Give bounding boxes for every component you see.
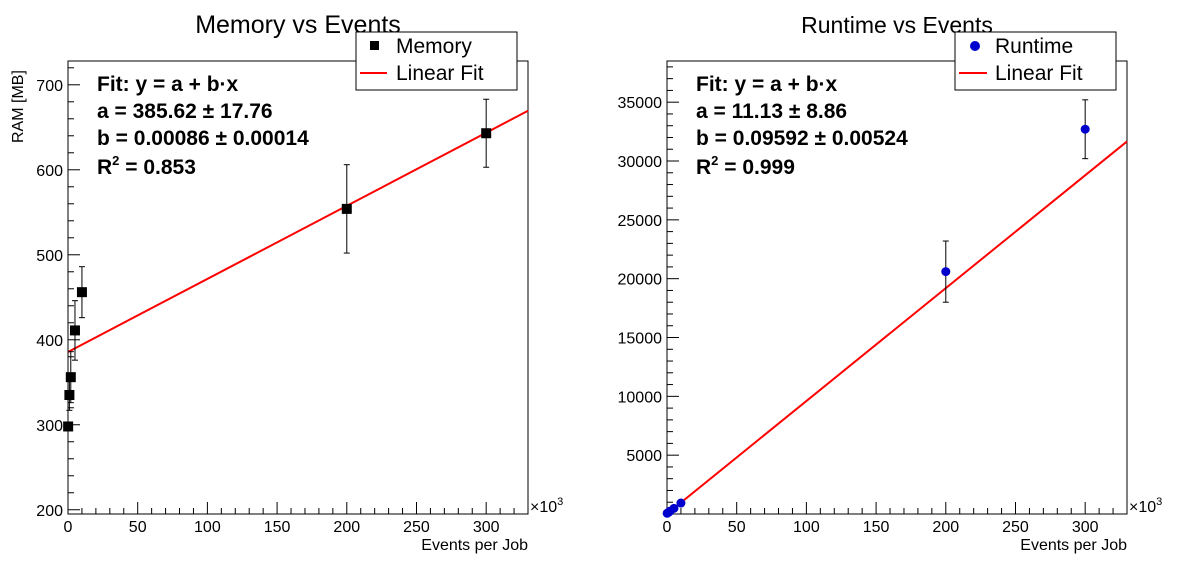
memory-fit-box: Fit: y = a + b·x a = 385.62 ± 17.76 b = … [97,73,309,179]
memory-data-point [65,372,76,383]
runtime-plot-area: 0 50 100 150 200 250 300 5000 10000 15000 20000 250… [618,60,1128,536]
runtime-fit-r2: R2 = 0.999 [696,153,795,179]
memory-legend-fit-label: Linear Fit [396,62,484,85]
runtime-x-multiplier: ×103 [1129,496,1162,516]
runtime-legend-fit-label: Linear Fit [995,62,1083,85]
memory-legend-marker [370,41,379,50]
memory-x-axis-title: Events per Job [421,537,528,554]
memory-panel: Memory vs Events RAM [MB] Events per Job… [10,11,563,554]
runtime-x-tick-label: 150 [863,519,890,536]
runtime-data-point [676,498,686,508]
runtime-legend-series-label: Runtime [995,35,1073,58]
runtime-fit-box: Fit: y = a + b·x a = 11.13 ± 8.86 b = 0.… [696,73,908,179]
memory-r2-value: = 0.853 [119,156,195,179]
runtime-y-tick-label: 35000 [618,95,663,112]
memory-y-tick-label: 200 [36,503,63,520]
runtime-x-multiplier-base: ×10 [1129,499,1156,516]
runtime-fit-param-a: a = 11.13 ± 8.86 [696,100,847,123]
memory-x-tick-label: 50 [129,519,147,536]
runtime-y-tick-label: 25000 [618,213,663,230]
runtime-x-tick-label: 100 [793,519,820,536]
runtime-x-tick-label: 200 [932,519,959,536]
memory-x-tick-label: 100 [194,519,221,536]
memory-r2-sup: 2 [112,153,119,168]
runtime-x-tick-label: 50 [728,519,746,536]
memory-y-tick-label: 500 [36,248,63,265]
memory-fit-param-b: b = 0.00086 ± 0.00014 [97,127,309,150]
runtime-x-tick-label: 250 [1002,519,1029,536]
runtime-legend-marker [970,41,980,51]
runtime-legend: Runtime Linear Fit [954,31,1117,91]
memory-data-point [481,128,492,139]
memory-x-multiplier-base: ×10 [530,499,557,516]
runtime-y-tick-label: 20000 [618,272,663,289]
runtime-data-point [941,267,951,277]
memory-y-tick-label: 600 [36,163,63,180]
memory-y-tick-label: 400 [36,333,63,350]
runtime-x-tick-label: 0 [663,519,672,536]
runtime-x-multiplier-exp: 3 [1156,496,1162,508]
runtime-plot-frame [666,60,1128,515]
runtime-data-point [669,503,679,513]
memory-data-point [341,203,352,214]
runtime-data-point [1080,124,1090,134]
memory-y-axis-title: RAM [MB] [10,70,27,143]
memory-x-tick-label: 0 [64,519,73,536]
runtime-fit-param-b: b = 0.09592 ± 0.00524 [696,127,908,150]
memory-y-tick-label: 700 [36,78,63,95]
runtime-r2-value: = 0.999 [718,156,794,179]
memory-data-point [69,325,80,336]
runtime-fit-line [666,140,1128,515]
runtime-legend-frame [954,31,1117,91]
runtime-y-tick-label: 15000 [618,331,663,348]
memory-fit-line1: Fit: y = a + b·x [97,73,239,96]
memory-legend-series-label: Memory [396,35,472,58]
runtime-y-tick-label: 10000 [618,389,663,406]
memory-data-point [76,287,87,298]
memory-x-multiplier-exp: 3 [557,496,563,508]
runtime-x-tick-label: 300 [1072,519,1099,536]
runtime-fit-line1: Fit: y = a + b·x [696,73,838,96]
memory-plot-frame [67,60,529,515]
memory-y-tick-label: 300 [36,418,63,435]
memory-fit-line [67,109,529,353]
memory-fit-param-a: a = 385.62 ± 17.76 [97,100,273,123]
memory-fit-r2: R2 = 0.853 [97,153,196,179]
memory-legend-frame [355,31,518,91]
memory-data-point [64,390,75,401]
runtime-y-tick-label: 30000 [618,154,663,171]
runtime-r2-sup: 2 [711,153,718,168]
memory-legend: Memory Linear Fit [355,31,518,91]
memory-x-tick-label: 300 [473,519,500,536]
runtime-x-axis-title: Events per Job [1020,537,1127,554]
memory-data-point [63,421,74,432]
memory-x-tick-label: 250 [403,519,430,536]
memory-x-multiplier: ×103 [530,496,563,516]
memory-x-tick-label: 150 [264,519,291,536]
memory-plot-area: 0 50 100 150 200 250 300 200 300 400 500 600 700 [36,60,529,536]
runtime-r2-prefix: R [696,156,711,179]
memory-x-tick-label: 200 [333,519,360,536]
runtime-y-tick-label: 5000 [626,448,662,465]
memory-r2-prefix: R [97,156,112,179]
